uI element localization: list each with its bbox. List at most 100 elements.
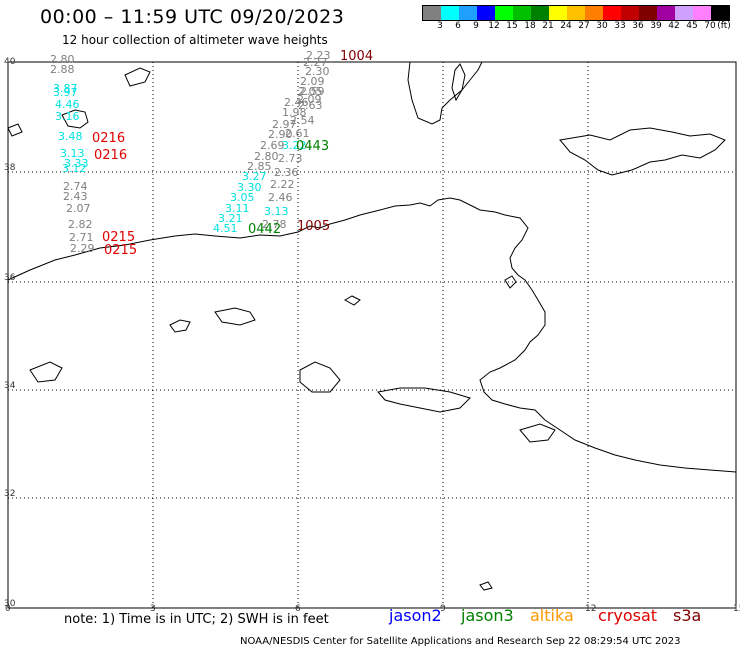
colorbar-label: 39 (650, 21, 662, 31)
lon-label: 9 (440, 604, 446, 614)
wave-height-value: 3.27 (242, 170, 267, 183)
coast-djerba (504, 275, 517, 289)
wave-height-value: 1.98 (282, 106, 307, 119)
lon-labels: 0 3 6 9 12 15 (5, 604, 740, 614)
wave-height-value: 3.13 (264, 205, 289, 218)
coast-island-f (519, 423, 556, 443)
colorbar-label: 24 (560, 21, 572, 31)
colorbar-swatch (549, 6, 567, 20)
colorbar-label: 27 (578, 21, 590, 31)
wave-height-value: 2.09 (297, 93, 322, 106)
wave-height-value: 2.74 (63, 180, 88, 193)
track-id-label: 0216 (94, 148, 127, 163)
satellite-s3a: s3a (673, 606, 702, 625)
lon-label: 12 (585, 604, 596, 614)
lon-label: 6 (295, 604, 301, 614)
satellite-jason2: jason2 (389, 606, 442, 625)
wave-height-value: 2.71 (69, 231, 94, 244)
coast-island-b (124, 67, 151, 87)
coast-island-g (479, 581, 493, 591)
track-id-label: 0216 (92, 131, 125, 146)
colorbar-label: 42 (668, 21, 680, 31)
wave-height-value: 2.22 (270, 178, 295, 191)
colorbar-label: 70 (704, 21, 716, 31)
wave-height-value: 3.48 (58, 130, 83, 143)
wave-height-value: 2.63 (298, 99, 323, 112)
colorbar (422, 5, 730, 21)
colorbar-swatch (423, 6, 441, 20)
page-title: 00:00 – 11:59 UTC 09/20/2023 (40, 6, 345, 28)
colorbar-swatch (711, 6, 729, 20)
coast-sicily (559, 127, 726, 176)
colorbar-swatch (693, 6, 711, 20)
wave-height-value: 2.59 (300, 85, 325, 98)
wave-height-value: 2.97 (272, 118, 297, 131)
wave-height-value: 3.33 (64, 157, 89, 170)
colorbar-swatch (585, 6, 603, 20)
colorbar-label: 3 (437, 21, 443, 31)
subtitle: 12 hour collection of altimeter wave hei… (62, 33, 328, 47)
wave-height-value: 2.54 (290, 114, 315, 127)
wave-height-value: 2.43 (63, 190, 88, 203)
wave-height-value: 3.12 (62, 162, 87, 175)
track-id-label: 0443 (296, 139, 329, 154)
colorbar-label: 18 (524, 21, 536, 31)
track-id-label: 1004 (340, 49, 373, 64)
wave-height-value: 3.97 (53, 86, 78, 99)
colorbar-label: 6 (455, 21, 461, 31)
wave-height-value: 2.46 (268, 191, 293, 204)
colorbar-label: 33 (614, 21, 626, 31)
lon-label: 0 (5, 604, 11, 614)
colorbar-label: 12 (488, 21, 500, 31)
colorbar-swatch (495, 6, 513, 20)
colorbar-swatch (441, 6, 459, 20)
wave-height-value: 3.21 (218, 212, 243, 225)
wave-height-value: 3.30 (237, 181, 262, 194)
lat-label: 34 (4, 381, 16, 391)
wave-height-value: 2.88 (50, 63, 75, 76)
colorbar-swatch (531, 6, 549, 20)
coast-mallorca (61, 109, 89, 129)
wave-height-value: 2.36 (274, 166, 299, 179)
coast-north-africa (7, 197, 737, 473)
colorbar-swatch (621, 6, 639, 20)
coast-italy (407, 61, 483, 125)
wave-height-value: 3.22 (282, 139, 307, 152)
track-id-label: 0215 (102, 230, 135, 245)
lon-label: 15 (733, 604, 740, 614)
wave-height-value: 3.16 (55, 110, 80, 123)
colorbar-swatch (603, 6, 621, 20)
coast-island-c (169, 319, 191, 333)
wave-height-value: 3.13 (60, 147, 85, 160)
colorbar-label: (ft) (717, 21, 731, 31)
lat-label: 32 (4, 489, 15, 499)
satellite-altika: altika (530, 606, 574, 625)
colorbar-label: 36 (632, 21, 644, 31)
wave-height-value: 3.87 (53, 82, 78, 95)
wave-height-value: 2.61 (285, 127, 310, 140)
satellite-jason3: jason3 (461, 606, 514, 625)
wave-height-value: 2.69 (260, 139, 285, 152)
lat-labels: 40 38 36 34 32 30 (4, 57, 16, 609)
lat-label: 30 (4, 599, 16, 609)
grid (8, 62, 736, 608)
wave-height-value: 2.46 (284, 96, 309, 109)
wave-height-value: 2.73 (278, 152, 303, 165)
coast-island-a (7, 123, 23, 137)
colorbar-swatch (567, 6, 585, 20)
lat-label: 36 (4, 273, 16, 283)
lon-label: 3 (150, 604, 156, 614)
track-id-label: 0215 (104, 243, 137, 258)
coast-island-e (29, 361, 63, 383)
satellite-cryosat: cryosat (598, 606, 658, 625)
wave-height-value: 2.90 (268, 128, 293, 141)
wave-height-value: 2.27 (303, 56, 328, 69)
wave-height-value: 2.05 (298, 85, 323, 98)
wave-height-value: 4.51 (213, 222, 238, 235)
footer-note: note: 1) Time is in UTC; 2) SWH is in fe… (64, 612, 329, 627)
coast-cyprus (299, 361, 341, 393)
wave-height-value: 2.09 (300, 75, 325, 88)
coast-corsica (451, 63, 466, 102)
